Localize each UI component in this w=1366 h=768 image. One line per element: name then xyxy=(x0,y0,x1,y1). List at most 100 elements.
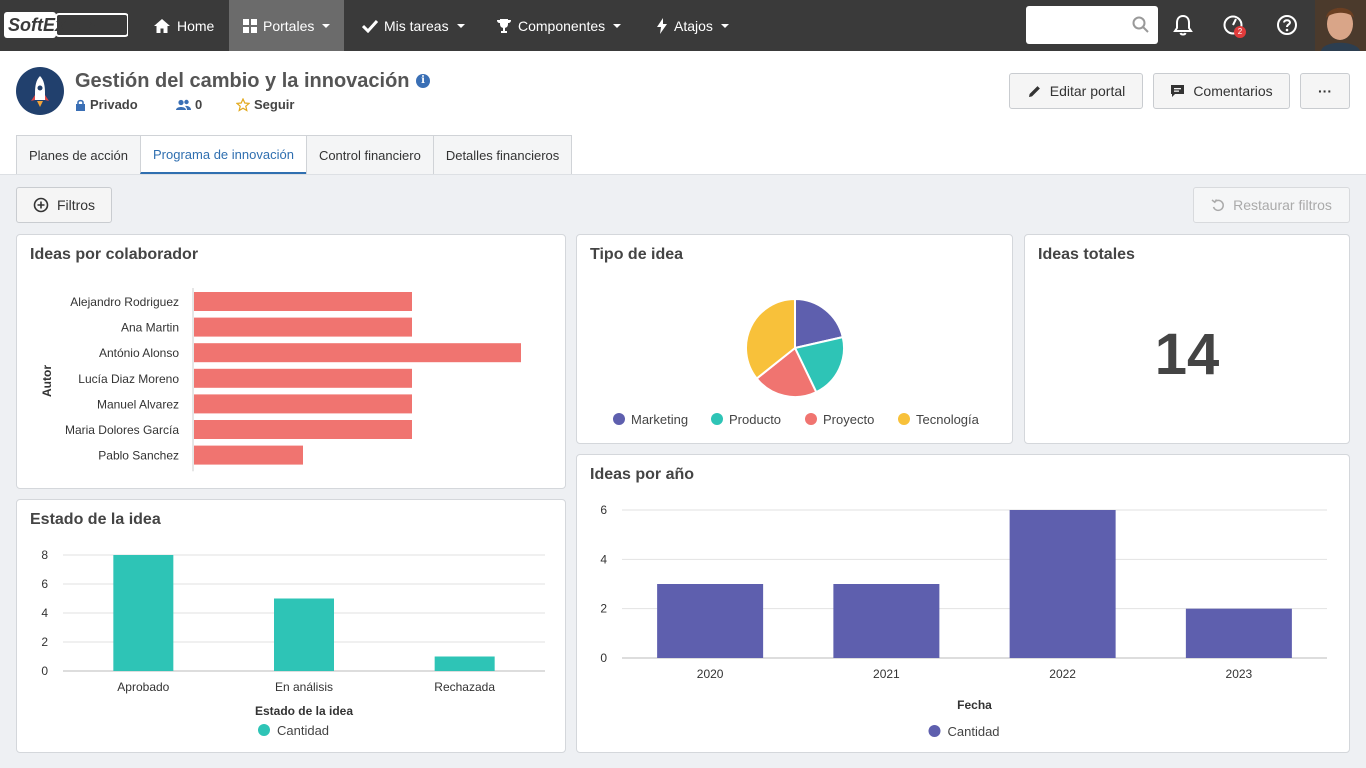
legend-label: Cantidad xyxy=(948,724,1000,739)
filters-button[interactable]: Filtros xyxy=(16,187,112,223)
ellipsis-icon: ··· xyxy=(1318,83,1332,99)
chevron-down-icon xyxy=(613,23,622,28)
help-button[interactable] xyxy=(1274,12,1300,38)
tab-planes-de-accion[interactable]: Planes de acción xyxy=(16,135,142,174)
trophy-icon xyxy=(497,18,511,33)
category-label: Ana Martin xyxy=(121,321,179,335)
follow-button[interactable]: Seguir xyxy=(236,97,294,112)
chevron-down-icon xyxy=(720,23,729,28)
y-tick-label: 4 xyxy=(600,552,607,566)
y-tick-label: 6 xyxy=(600,503,607,517)
comment-icon xyxy=(1171,85,1185,97)
panel-title: Ideas por colaborador xyxy=(30,246,199,263)
users-icon xyxy=(176,99,191,110)
nav-portales[interactable]: Portales xyxy=(229,0,344,51)
bar xyxy=(274,598,334,671)
panel-ideas-totales: Ideas totales 14 xyxy=(1024,234,1350,444)
panel-title: Ideas totales xyxy=(1038,246,1135,263)
plus-circle-icon xyxy=(33,197,49,213)
nav-mis-tareas-label: Mis tareas xyxy=(384,17,449,34)
bell-icon xyxy=(1173,14,1193,36)
pie-slice xyxy=(755,346,818,398)
tab-detalles-financieros[interactable]: Detalles financieros xyxy=(432,135,573,174)
edit-portal-button[interactable]: Editar portal xyxy=(1009,73,1143,109)
comments-button[interactable]: Comentarios xyxy=(1153,73,1290,109)
pie-slice xyxy=(745,297,796,380)
y-tick-label: 6 xyxy=(41,577,48,591)
category-label: Pablo Sanchez xyxy=(98,449,179,463)
bar xyxy=(434,656,495,671)
gauge-icon xyxy=(1223,15,1243,35)
reset-filters-button[interactable]: Restaurar filtros xyxy=(1193,187,1350,223)
nav-componentes[interactable]: Componentes xyxy=(486,0,631,51)
legend-swatch xyxy=(928,725,941,737)
bar xyxy=(833,584,940,658)
info-icon[interactable]: i xyxy=(416,74,430,88)
search-icon[interactable] xyxy=(1132,16,1150,34)
legend-swatch xyxy=(898,413,910,425)
portal-tabs: Planes de acción Programa de innovación … xyxy=(16,135,573,174)
nav-atajos[interactable]: Atajos xyxy=(646,0,739,51)
nav-portales-label: Portales xyxy=(263,17,315,34)
panel-title: Ideas por año xyxy=(590,466,695,483)
top-navigation-bar: SoftExpert Home Portales Mis tareas Comp… xyxy=(0,0,1366,51)
legend-swatch xyxy=(711,413,723,425)
panel-title: Tipo de idea xyxy=(590,246,684,263)
legend-swatch xyxy=(258,724,270,736)
portal-icon xyxy=(16,67,64,115)
pie-slice xyxy=(793,335,845,394)
bar xyxy=(194,445,303,465)
y-tick-label: 2 xyxy=(41,635,48,649)
chevron-down-icon xyxy=(456,23,465,28)
activity-button[interactable]: 2 xyxy=(1220,12,1246,38)
legend-label: Cantidad xyxy=(277,723,329,738)
panel-tipo-de-idea: Tipo de idea Marketing Producto Proyecto Te… xyxy=(576,234,1013,444)
nav-componentes-label: Componentes xyxy=(518,17,606,34)
x-axis-title: Fecha xyxy=(957,698,992,712)
bar xyxy=(113,555,174,671)
logo-text-soft: SoftExpert xyxy=(8,15,100,35)
pencil-icon xyxy=(1028,85,1040,97)
pie-slice xyxy=(794,297,844,350)
notifications-button[interactable] xyxy=(1170,12,1196,38)
category-label: Lucía Diaz Moreno xyxy=(78,372,179,386)
x-tick-label: 2023 xyxy=(1226,667,1253,681)
nav-home[interactable]: Home xyxy=(143,0,224,51)
user-avatar[interactable] xyxy=(1315,0,1366,51)
bar xyxy=(1185,608,1292,658)
user-photo xyxy=(1315,0,1366,51)
legend-label: Producto xyxy=(729,412,781,427)
bar xyxy=(194,317,412,337)
x-tick-label: Aprobado xyxy=(117,680,169,694)
ideas-por-anio-chart: 0 2 4 6 2020 2021 2022 2023 Fecha Cantidad xyxy=(600,503,1327,739)
tab-control-financiero[interactable]: Control financiero xyxy=(305,135,434,174)
nav-mis-tareas[interactable]: Mis tareas xyxy=(352,0,475,51)
tab-programa-de-innovacion[interactable]: Programa de innovación xyxy=(140,135,307,174)
members-label: 0 xyxy=(195,97,203,112)
softexpert-logo[interactable]: SoftExpert xyxy=(4,12,128,38)
y-tick-label: 0 xyxy=(600,651,607,665)
portal-header: Gestión del cambio y la innovación i Pri… xyxy=(0,51,1366,175)
x-axis-title: Estado de la idea xyxy=(255,704,353,718)
search-input[interactable] xyxy=(1026,6,1158,44)
panel-estado-de-la-idea: Estado de la idea 0 2 4 6 8 Aprobado En anális… xyxy=(16,499,566,753)
privacy-label: Privado xyxy=(90,97,138,112)
legend-label: Marketing xyxy=(631,412,688,427)
comments-label: Comentarios xyxy=(1193,83,1273,99)
x-tick-label: 2022 xyxy=(1049,667,1076,681)
panel-ideas-por-colaborador: Ideas por colaborador Alejandro Rodrigue… xyxy=(16,234,566,489)
members-count[interactable]: 0 xyxy=(176,97,202,112)
legend-label: Proyecto xyxy=(823,412,874,427)
y-tick-label: 2 xyxy=(600,602,607,616)
y-tick-label: 4 xyxy=(41,606,48,620)
x-tick-label: 2020 xyxy=(697,667,724,681)
more-options-button[interactable]: ··· xyxy=(1300,73,1350,109)
x-tick-label: Rechazada xyxy=(434,680,495,694)
bar xyxy=(194,343,521,363)
nav-atajos-label: Atajos xyxy=(674,17,713,34)
ideas-por-colaborador-chart: Alejandro Rodriguez Ana Martin António Alo… xyxy=(40,288,521,472)
bar xyxy=(194,292,412,311)
x-tick-label: 2021 xyxy=(873,667,900,681)
notification-badge: 2 xyxy=(1234,26,1246,38)
reset-filters-label: Restaurar filtros xyxy=(1233,197,1332,213)
